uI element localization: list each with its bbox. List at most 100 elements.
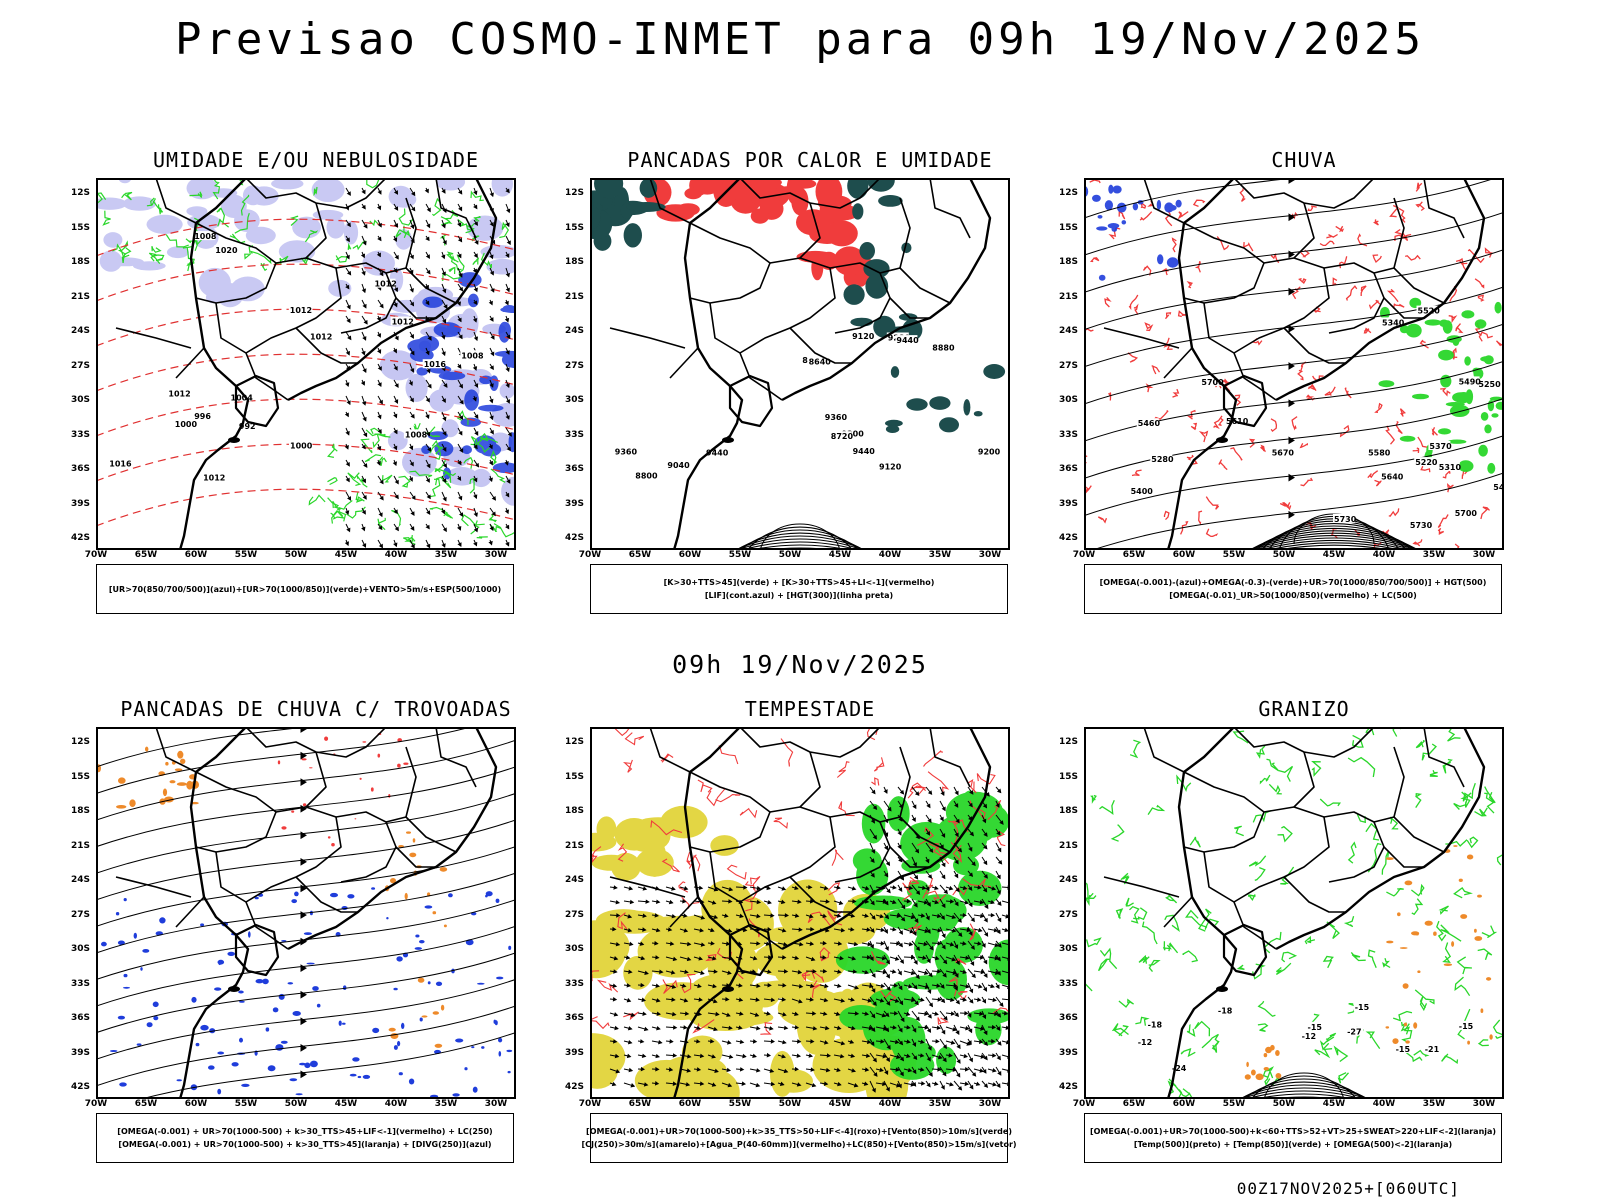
contour-label: -18 xyxy=(1148,1021,1163,1030)
state-border xyxy=(739,352,783,401)
legend-line: [OMEGA(-0.001)+UR>70(1000-500)+k>35_TTS>… xyxy=(586,1127,1012,1136)
lat-tick-label: 30S xyxy=(70,395,90,405)
map-border xyxy=(96,727,516,1099)
lon-tick-label: 30W xyxy=(978,1099,1002,1109)
contour-label: 5730 xyxy=(1410,521,1433,530)
lon-tick-label: 65W xyxy=(1122,1099,1146,1109)
state-border xyxy=(739,816,836,903)
uruguay-border xyxy=(728,923,774,977)
legend-line: [Temp(500)](preto) + [Temp(850)](verde) … xyxy=(1133,1140,1453,1149)
lon-tick-label: 45W xyxy=(334,550,358,560)
legend-line: [OMEGA(-0.01)_UR>50(1000/850)(vermelho) … xyxy=(1169,591,1417,600)
lon-tick-label: 50W xyxy=(284,1099,308,1109)
contour-label: 1012 xyxy=(203,474,225,483)
contour-label: 9040 xyxy=(667,461,690,470)
streamlines-500 xyxy=(1084,178,1504,550)
state-border xyxy=(1263,257,1395,274)
lat-tick-label: 39S xyxy=(564,1047,584,1058)
contour-label: 9360 xyxy=(615,448,638,457)
state-border xyxy=(1233,352,1277,401)
state-border xyxy=(799,202,821,259)
lat-tick-label: 12S xyxy=(564,737,584,747)
map-frame: 5700573056405670561055805520543054005370… xyxy=(1084,178,1504,550)
contour-label: 1000 xyxy=(290,441,313,450)
state-border xyxy=(1283,876,1346,913)
lon-tick-label: 50W xyxy=(778,1099,802,1109)
state-border xyxy=(789,327,852,364)
contour-label: -12 xyxy=(1302,1032,1316,1041)
lat-tick-label: 42S xyxy=(1058,533,1078,543)
lat-tick-label: 30S xyxy=(1058,395,1078,405)
state-border xyxy=(305,751,327,808)
state-border xyxy=(1233,816,1330,903)
lon-tick-label: 30W xyxy=(1472,1099,1496,1109)
uruguay-border xyxy=(234,374,280,428)
legend-line: [OMEGA(-0.001) + UR>70(1000-500) + k>30_… xyxy=(117,1127,493,1136)
contour-label: 9360 xyxy=(825,413,848,422)
lon-tick-label: 40W xyxy=(384,1099,408,1109)
lagoon xyxy=(1216,986,1228,992)
lon-tick-label: 50W xyxy=(284,550,308,560)
lat-tick-label: 30S xyxy=(1058,944,1078,954)
panel-title: GRANIZO xyxy=(1258,697,1350,721)
valid-time-title: 09h 19/Nov/2025 xyxy=(672,650,928,679)
panel-title: TEMPESTADE xyxy=(744,697,876,721)
state-border xyxy=(195,222,277,304)
lon-tick-label: 40W xyxy=(878,1099,902,1109)
state-border xyxy=(1183,222,1265,304)
contour-label: 5700 xyxy=(1455,509,1478,518)
contour-label: 9200 xyxy=(978,448,1001,457)
uruguay-border xyxy=(728,374,774,428)
state-border xyxy=(1233,267,1330,354)
k-tts-orange xyxy=(96,746,199,809)
state-border xyxy=(929,178,971,239)
forecast-panel: PANCADAS DE CHUVA C/ TROVOADAS 12S 15S 18S 2… xyxy=(66,697,566,1177)
lat-tick-label: 15S xyxy=(564,771,584,782)
state-border xyxy=(609,876,686,898)
lat-tick-label: 15S xyxy=(1058,771,1078,782)
lat-tick-label: 42S xyxy=(564,533,584,543)
state-border xyxy=(1143,727,1185,773)
contour-label: 1008 xyxy=(405,430,428,439)
state-border xyxy=(295,327,358,364)
map-canvas xyxy=(96,727,516,1099)
state-border xyxy=(1103,876,1180,898)
basemap xyxy=(1103,727,1486,1099)
state-border xyxy=(1233,901,1277,950)
omega-red xyxy=(1084,179,1504,550)
hgt-labels: 9440944092809360944092009360920091209040… xyxy=(613,331,1001,481)
state-border xyxy=(739,901,783,950)
legend-box: [OMEGA(-0.001) + UR>70(1000-500) + k>30_… xyxy=(96,1113,514,1163)
state-border xyxy=(899,746,951,853)
lat-tick-label: 24S xyxy=(70,326,90,336)
state-border xyxy=(834,821,891,883)
state-border xyxy=(435,178,477,239)
coastline xyxy=(672,178,992,550)
legend-box: [OMEGA(-0.001)+UR>70(1000-500)+k<60+TTS>… xyxy=(1084,1113,1502,1163)
run-footer: 00Z17NOV2025+[060UTC] xyxy=(1236,1179,1460,1198)
lon-tick-label: 65W xyxy=(628,550,652,560)
state-border xyxy=(245,901,289,950)
state-border xyxy=(669,896,699,928)
coastline xyxy=(1166,727,1486,1099)
map-border xyxy=(1084,178,1504,550)
forecast-panel: TEMPESTADE 12S 15S 18S 21S 24S 27S 30S 33S 36S 39S… xyxy=(560,697,1060,1177)
temp-labels: -18 -15-12-15-18-21-24-27-15-12-15 xyxy=(1136,1002,1475,1073)
lon-tick-label: 70W xyxy=(84,550,108,560)
map-frame xyxy=(96,727,516,1099)
state-border xyxy=(1203,851,1235,903)
lat-tick-label: 15S xyxy=(70,222,90,233)
lon-tick-label: 70W xyxy=(578,1099,602,1109)
contour-label: 1012 xyxy=(392,318,414,327)
map-frame xyxy=(590,727,1010,1099)
lat-tick-label: 30S xyxy=(564,944,584,954)
contour-label: 5310 xyxy=(1439,463,1462,472)
contour-label: -27 xyxy=(1347,1028,1361,1037)
state-border xyxy=(1163,896,1193,928)
ti-green-area xyxy=(590,178,666,251)
legend-line: [OMEGA(-0.001)-(azul)+OMEGA(-0.3)-(verde… xyxy=(1099,578,1487,587)
map-canvas: 9440944092809360944092009360920091209040… xyxy=(590,178,1010,550)
state-border xyxy=(245,816,342,903)
state-border xyxy=(395,846,436,868)
forecast-panel: GRANIZO 12S 15S 18S 21S 24S 27S 30S 33S 36S 39S 42S… xyxy=(1054,697,1554,1177)
